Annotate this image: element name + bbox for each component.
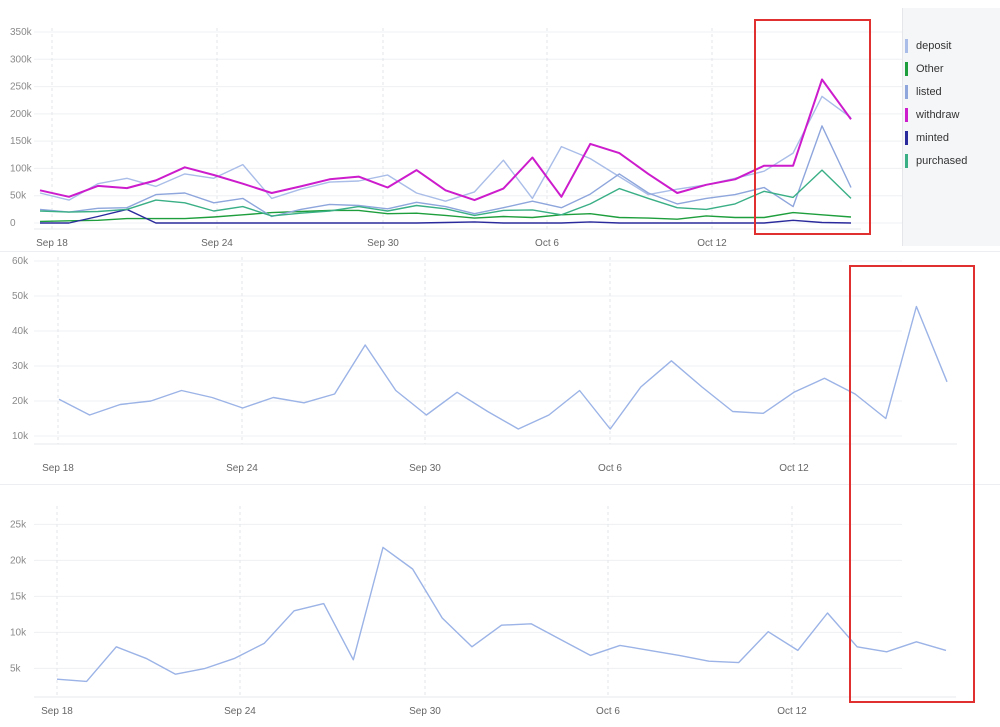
y-tick-label: 20k (10, 555, 27, 566)
series-line-minted (40, 208, 852, 224)
x-tick-label: Sep 30 (409, 706, 441, 717)
series-line-withdraw (39, 78, 852, 202)
y-tick-label: 50k (10, 191, 27, 202)
legend-swatch (905, 84, 908, 99)
series-line-purchased (39, 169, 852, 217)
y-tick-label: 10k (10, 627, 27, 638)
series-line (56, 546, 947, 683)
y-tick-label: 30k (12, 361, 29, 372)
chart-2-svg: 10k 20k 30k 40k 50k 60k Sep 18 Sep 24 Sep 30 Oct … (12, 256, 957, 474)
chart-3-svg: 5k 10k 15k 20k 25k Sep 18 Sep 24 Sep 30 Oct 6 Oct… (10, 506, 956, 717)
panel-divider (0, 251, 1000, 252)
y-tick-label: 200k (10, 109, 33, 120)
series-line-deposit (39, 95, 852, 202)
x-tick-label: Sep 24 (226, 463, 258, 474)
series-line-other (39, 209, 852, 223)
x-tick-label: Sep 18 (41, 706, 73, 717)
legend-item-listed[interactable]: listed (903, 80, 1000, 103)
chart-panel-1: 0 50k 100k 150k 200k 250k 300k 350k Sep 18 Sep 24… (0, 8, 902, 249)
legend-item-withdraw[interactable]: withdraw (903, 103, 1000, 126)
y-tick-label: 5k (10, 663, 22, 674)
y-tick-label: 20k (12, 396, 29, 407)
x-tick-label: Sep 30 (409, 463, 441, 474)
legend-label: deposit (916, 39, 952, 52)
legend-item-minted[interactable]: minted (903, 126, 1000, 149)
panel-divider (0, 484, 1000, 485)
legend-label: purchased (916, 154, 968, 167)
legend-swatch (905, 107, 908, 122)
chart-panel-3: 5k 10k 15k 20k 25k Sep 18 Sep 24 Sep 30 Oct 6 Oct… (0, 486, 1000, 727)
highlight-box-top (754, 19, 871, 235)
y-tick-label: 10k (12, 431, 29, 442)
x-tick-label: Sep 18 (42, 463, 74, 474)
chart-1-legend: deposit Other listed withdraw minted purchase… (902, 8, 1000, 246)
y-tick-label: 25k (10, 519, 27, 530)
y-tick-label: 50k (12, 291, 29, 302)
legend-item-deposit[interactable]: deposit (903, 34, 1000, 57)
highlight-box-bottom (849, 265, 975, 703)
x-tick-label: Sep 24 (201, 238, 233, 249)
legend-label: Other (916, 62, 944, 75)
x-tick-label: Oct 6 (535, 238, 559, 249)
legend-label: withdraw (916, 108, 960, 121)
y-tick-label: 60k (12, 256, 29, 267)
legend-swatch (905, 130, 908, 145)
y-tick-label: 350k (10, 27, 33, 38)
legend-swatch (905, 61, 908, 76)
y-tick-label: 0 (10, 218, 16, 229)
legend-swatch (905, 153, 908, 168)
x-tick-label: Sep 18 (36, 238, 68, 249)
x-tick-label: Oct 12 (777, 706, 807, 717)
legend-item-purchased[interactable]: purchased (903, 149, 1000, 172)
x-tick-label: Sep 30 (367, 238, 399, 249)
y-tick-label: 40k (12, 326, 29, 337)
series-line (58, 305, 948, 430)
x-tick-label: Oct 12 (779, 463, 809, 474)
x-tick-label: Sep 24 (224, 706, 256, 717)
x-tick-label: Oct 12 (697, 238, 727, 249)
legend-label: listed (916, 85, 942, 98)
y-tick-label: 15k (10, 591, 27, 602)
y-tick-label: 300k (10, 54, 33, 65)
y-tick-label: 250k (10, 82, 33, 93)
x-tick-label: Oct 6 (598, 463, 622, 474)
x-tick-label: Oct 6 (596, 706, 620, 717)
chart-1-svg: 0 50k 100k 150k 200k 250k 300k 350k Sep 18 Sep 24… (10, 27, 902, 249)
y-tick-label: 150k (10, 136, 33, 147)
chart-panel-2: 10k 20k 30k 40k 50k 60k Sep 18 Sep 24 Sep 30 Oct … (0, 252, 1000, 480)
legend-label: minted (916, 131, 950, 144)
legend-item-other[interactable]: Other (903, 57, 1000, 80)
y-tick-label: 100k (10, 163, 33, 174)
legend-swatch (905, 38, 908, 53)
series-line-listed (39, 125, 852, 218)
